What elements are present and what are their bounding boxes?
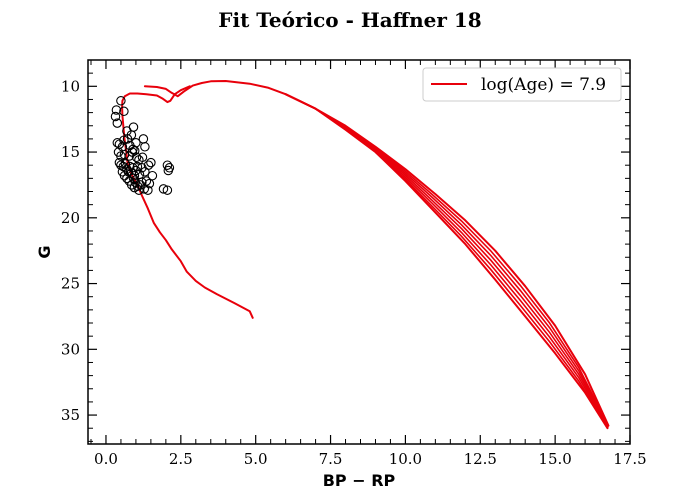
star-point — [122, 134, 133, 144]
x-tick-label: 15.0 — [538, 450, 571, 468]
isochrone-segment-1 — [143, 80, 610, 427]
star-point — [162, 185, 173, 195]
x-axis: 0.0 2.5 5.0 7.5 10.0 12.5 15.0 17.5 — [90, 60, 647, 468]
y-axis-label: G — [35, 245, 54, 258]
star-point — [131, 152, 142, 163]
y-tick-label: 10 — [61, 77, 80, 95]
star-point — [146, 157, 156, 168]
isochrone-band-track — [285, 93, 609, 427]
isochrone-band-track — [285, 93, 609, 428]
star-point — [111, 105, 122, 115]
star-point — [112, 118, 123, 128]
star-point — [138, 134, 149, 144]
isochrone-segment-2 — [284, 93, 609, 430]
x-tick-label: 12.5 — [464, 450, 497, 468]
star-point — [137, 177, 147, 188]
y-tick-label: 35 — [61, 406, 80, 424]
isochrone-band-track — [285, 93, 609, 429]
star-point — [140, 142, 150, 152]
star-point — [129, 145, 140, 156]
star-point — [110, 111, 121, 122]
x-tick-label: 0.0 — [94, 450, 118, 468]
legend: log(Age) = 7.9 — [422, 67, 622, 102]
y-axis: 10 15 20 25 30 35 — [61, 72, 630, 442]
y-tick-label: 25 — [61, 275, 80, 293]
star-point — [143, 185, 153, 195]
star-point — [144, 178, 155, 189]
star-point — [137, 152, 148, 163]
x-tick-label: 10.0 — [389, 450, 422, 468]
plot-frame — [87, 59, 631, 445]
plot-area — [110, 80, 610, 430]
x-tick-label: 2.5 — [169, 450, 193, 468]
star-point — [119, 170, 130, 181]
x-axis-label: BP − RP — [323, 471, 396, 490]
star-point — [116, 96, 126, 106]
star-point — [129, 182, 140, 193]
x-tick-label: 5.0 — [244, 450, 268, 468]
y-tick-label: 30 — [61, 340, 80, 358]
y-tick-label: 15 — [61, 143, 80, 161]
legend-label: log(Age) = 7.9 — [481, 75, 606, 95]
star-point — [120, 159, 131, 169]
star-point — [162, 160, 173, 170]
star-point — [134, 185, 144, 195]
star-point — [143, 160, 154, 170]
legend-box — [422, 67, 622, 102]
isochrone-band-track — [285, 93, 609, 426]
star-point — [158, 184, 169, 194]
isochrone-segment-0 — [121, 85, 254, 319]
x-tick-label: 17.5 — [613, 450, 646, 468]
x-tick-label: 7.5 — [319, 450, 343, 468]
chart-title: Fit Teórico - Haffner 18 — [218, 8, 481, 32]
star-point — [119, 106, 129, 117]
isochrone-band-track — [285, 93, 609, 427]
star-point — [163, 165, 174, 176]
star-point — [122, 173, 132, 184]
star-point — [141, 176, 152, 186]
star-point — [147, 170, 158, 181]
y-tick-label: 20 — [61, 209, 80, 227]
star-point — [112, 138, 123, 148]
